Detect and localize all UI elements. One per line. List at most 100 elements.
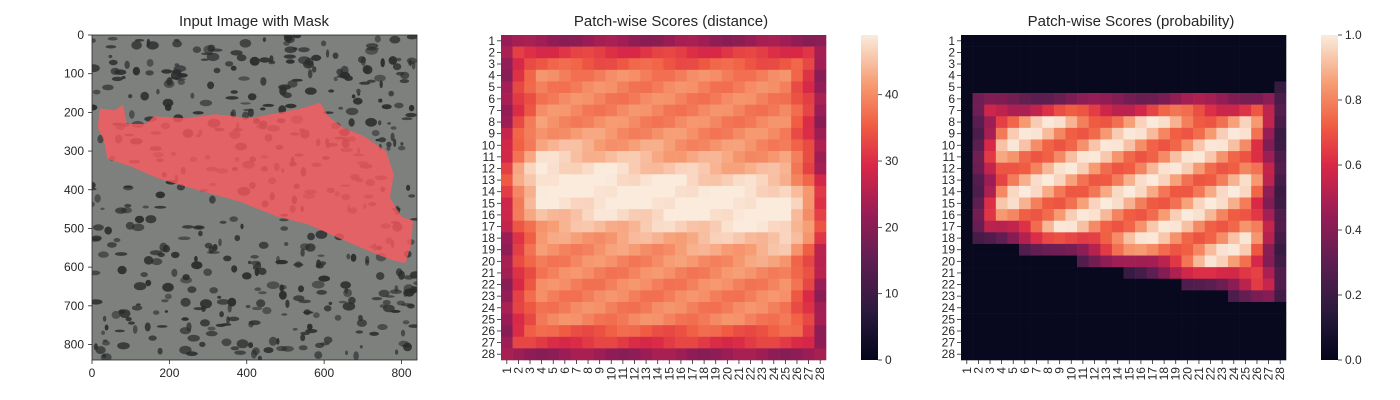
heatmap-cell <box>1227 301 1240 314</box>
texture-spot <box>275 259 288 265</box>
heatmap-cell <box>501 220 513 233</box>
heatmap-cell <box>972 116 985 129</box>
texture-spot <box>230 65 237 71</box>
heatmap-cell <box>791 69 804 82</box>
heatmap-cell <box>651 197 664 210</box>
heatmap-cell <box>547 267 560 280</box>
heatmap-cell <box>547 290 560 303</box>
heatmap-cell <box>535 35 548 47</box>
heatmap-cell <box>1169 336 1182 349</box>
heatmap-cell <box>733 267 746 280</box>
heatmap-cell <box>651 301 664 314</box>
heatmap-cell <box>1181 243 1194 256</box>
heatmap-cell <box>709 278 722 291</box>
heatmap-cell <box>1111 301 1124 314</box>
heatmap-cell <box>995 232 1008 245</box>
heatmap-cell <box>1193 174 1206 187</box>
texture-spot <box>210 48 223 52</box>
heatmap-x-tick-label: 14 <box>1111 367 1125 381</box>
heatmap-x-tick-label: 8 <box>1041 367 1055 374</box>
heatmap-cell <box>756 151 769 163</box>
heatmap-cell <box>512 209 525 222</box>
texture-spot <box>392 63 402 71</box>
heatmap-cell <box>709 267 722 280</box>
texture-spot <box>94 194 101 203</box>
heatmap-cell <box>791 313 804 326</box>
heatmap-cell <box>1227 278 1240 291</box>
distance-heatmap-cells <box>501 35 827 361</box>
heatmap-cell <box>802 81 815 94</box>
heatmap-cell <box>1216 278 1229 291</box>
heatmap-cell <box>1042 255 1055 268</box>
colorbar-tick-label: 0.0 <box>1345 353 1362 367</box>
heatmap-x-tick-label: 14 <box>651 367 665 381</box>
texture-spot <box>100 207 105 210</box>
heatmap-cell <box>651 81 664 94</box>
heatmap-cell <box>1065 127 1078 140</box>
heatmap-cell <box>1065 151 1078 163</box>
texture-spot <box>388 56 398 65</box>
heatmap-cell <box>1204 139 1217 152</box>
heatmap-cell <box>1123 267 1136 280</box>
heatmap-cell <box>1169 301 1182 314</box>
heatmap-x-tick-label: 4 <box>995 367 1009 374</box>
heatmap-y-tick-label: 19 <box>942 243 956 257</box>
heatmap-cell <box>984 232 997 245</box>
heatmap-cell <box>663 116 676 129</box>
texture-spot <box>107 242 117 248</box>
heatmap-y-tick-label: 20 <box>942 254 956 268</box>
texture-spot <box>240 102 251 105</box>
heatmap-cell <box>617 127 629 140</box>
heatmap-cell <box>791 243 804 256</box>
heatmap-x-tick-label: 21 <box>1192 367 1206 381</box>
heatmap-cell <box>524 127 537 140</box>
heatmap-cell <box>1193 290 1206 303</box>
heatmap-cell <box>570 174 583 187</box>
texture-spot <box>398 270 405 280</box>
heatmap-cell <box>814 69 827 82</box>
image-y-tick-label: 100 <box>64 67 84 81</box>
heatmap-cell <box>1042 104 1055 117</box>
texture-spot <box>177 79 185 85</box>
heatmap-cell <box>767 69 780 82</box>
heatmap-cell <box>617 81 629 94</box>
heatmap-cell <box>733 220 746 233</box>
texture-spot <box>181 317 189 321</box>
heatmap-cell <box>1007 209 1020 222</box>
heatmap-cell <box>559 58 571 71</box>
texture-spot <box>378 137 387 143</box>
heatmap-cell <box>617 35 629 47</box>
heatmap-cell <box>582 348 595 361</box>
heatmap-cell <box>1274 116 1287 129</box>
texture-spot <box>345 350 348 356</box>
heatmap-cell <box>675 46 688 59</box>
heatmap-cell <box>570 127 583 140</box>
heatmap-cell <box>1193 325 1206 338</box>
texture-spot <box>408 194 416 198</box>
heatmap-cell <box>814 255 827 268</box>
heatmap-cell <box>744 81 757 94</box>
heatmap-cell <box>640 267 653 280</box>
texture-spot <box>102 340 110 346</box>
heatmap-cell <box>1053 185 1066 198</box>
heatmap-cell <box>814 116 827 129</box>
heatmap-cell <box>593 58 606 71</box>
texture-spot <box>374 35 381 43</box>
texture-spot <box>281 313 288 316</box>
heatmap-cell <box>1077 58 1089 71</box>
heatmap-cell <box>1227 313 1240 326</box>
texture-spot <box>228 316 240 322</box>
heatmap-cell <box>605 220 618 233</box>
texture-spot <box>114 252 128 256</box>
heatmap-cell <box>512 255 525 268</box>
heatmap-cell <box>802 255 815 268</box>
heatmap-cell <box>756 139 769 152</box>
heatmap-cell <box>640 81 653 94</box>
heatmap-cell <box>535 220 548 233</box>
heatmap-cell <box>1019 232 1031 245</box>
heatmap-cell <box>791 290 804 303</box>
heatmap-cell <box>721 348 734 361</box>
heatmap-y-tick-label: 23 <box>942 289 956 303</box>
heatmap-cell <box>559 290 571 303</box>
